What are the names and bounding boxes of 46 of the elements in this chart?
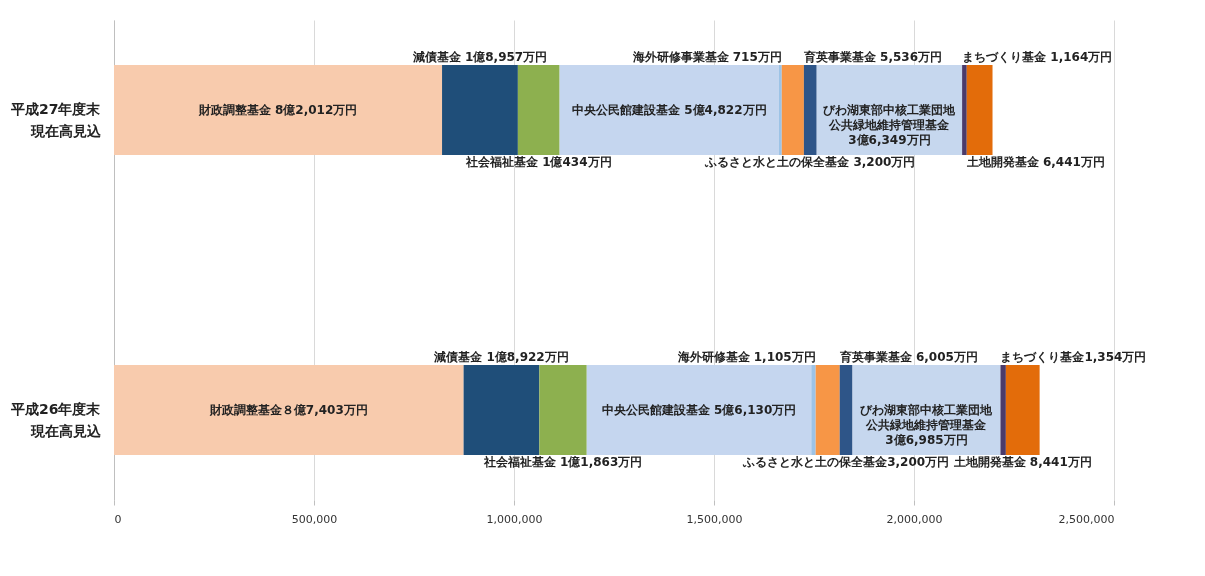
data-label: 減債基金 1億8,957万円 bbox=[411, 50, 548, 64]
data-label: 減債基金 1億8,922万円 bbox=[433, 350, 569, 364]
data-label: 海外研修基金 1,105万円 bbox=[676, 350, 816, 364]
data-label: 土地開発基金 6,441万円 bbox=[965, 155, 1105, 169]
bar bbox=[803, 65, 817, 155]
x-tick-label: 1,500,000 bbox=[686, 512, 743, 526]
bar bbox=[811, 365, 816, 455]
x-tick-label: 500,000 bbox=[291, 512, 338, 526]
data-label: 社会福祉基金 1億434万円 bbox=[464, 155, 612, 169]
data-label: 中央公民館建設基金 5億6,130万円 bbox=[601, 403, 797, 417]
data-label: 育英事業基金 6,005万円 bbox=[838, 350, 978, 364]
bar bbox=[559, 65, 779, 155]
data-label: 社会福祉基金 1億1,863万円 bbox=[482, 455, 643, 469]
bar bbox=[815, 365, 840, 455]
data-label: びわ湖東部中核工業団地公共緑地維持管理基金 3億6,985万円 bbox=[860, 403, 994, 447]
bar bbox=[839, 365, 853, 455]
bar bbox=[114, 65, 443, 155]
bar bbox=[1000, 365, 1006, 455]
bar bbox=[539, 365, 587, 455]
data-label: まちづくり基金1,354万円 bbox=[1000, 350, 1147, 364]
x-tick-label: 0 bbox=[114, 512, 122, 526]
bar bbox=[586, 365, 812, 455]
x-tick-label: 2,500,000 bbox=[1058, 512, 1115, 526]
data-label: ふるさと水と土の保全基金3,200万円 bbox=[742, 455, 950, 469]
bar bbox=[962, 65, 967, 155]
bar bbox=[442, 65, 518, 155]
y-tick-label: 平成27年度末現在高見込 bbox=[10, 101, 102, 139]
bar bbox=[781, 65, 804, 155]
data-label: 財政調整基金８億7,403万円 bbox=[208, 403, 368, 417]
data-label: 中央公民館建設基金 5億4,822万円 bbox=[572, 103, 767, 117]
data-label: 海外研修事業基金 715万円 bbox=[631, 50, 782, 64]
x-tick-label: 2,000,000 bbox=[886, 512, 943, 526]
data-label: まちづくり基金 1,164万円 bbox=[962, 50, 1113, 64]
data-label: びわ湖東部中核工業団地公共緑地維持管理基金 3億6,349万円 bbox=[823, 103, 957, 147]
data-label: 土地開発基金 8,441万円 bbox=[952, 455, 1092, 469]
bar bbox=[463, 365, 540, 455]
bar bbox=[1005, 365, 1040, 455]
bar bbox=[114, 365, 464, 455]
x-tick-label: 1,000,000 bbox=[486, 512, 543, 526]
bar bbox=[966, 65, 993, 155]
bar bbox=[517, 65, 560, 155]
data-label: ふるさと水と土の保全基金 3,200万円 bbox=[704, 155, 916, 169]
bar bbox=[778, 65, 782, 155]
y-tick-label: 平成26年度末現在高見込 bbox=[10, 401, 102, 439]
data-label: 財政調整基金 8億2,012万円 bbox=[197, 103, 358, 117]
data-label: 育英事業基金 5,536万円 bbox=[802, 50, 943, 64]
